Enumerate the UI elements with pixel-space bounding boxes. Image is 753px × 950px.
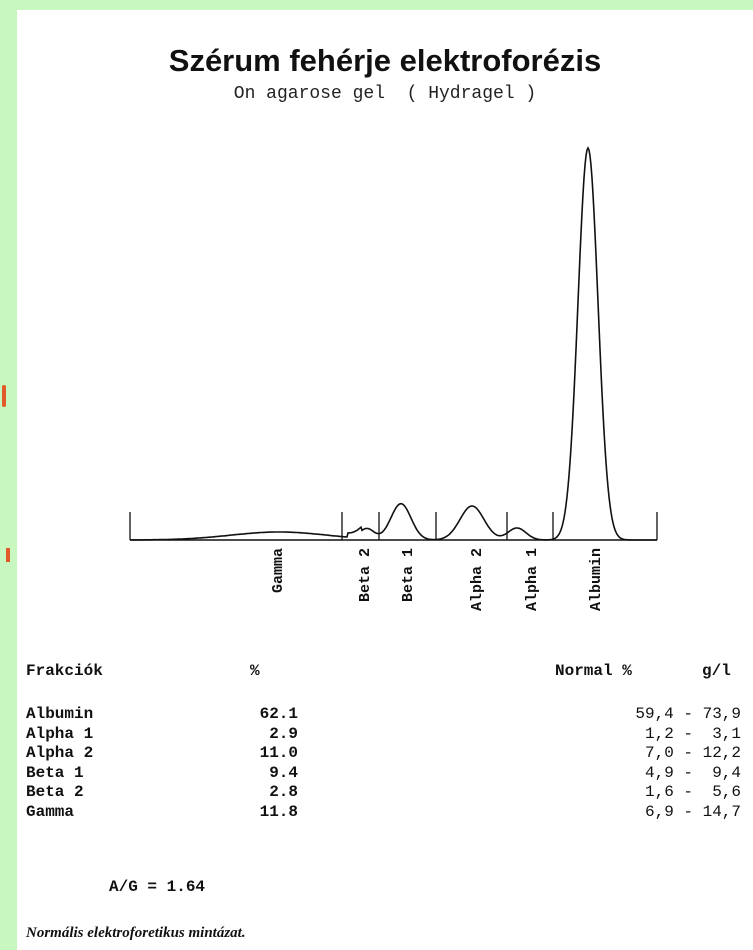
report-page: Szérum fehérje elektroforézis On agarose… <box>17 10 753 950</box>
normal-range: 1,6 - 5,6 <box>644 783 741 801</box>
electrophoresis-chart: Gamma Beta 2 Beta 1 Alpha 2 Alpha 1 Albumin <box>129 146 658 611</box>
fraction-percent: 11.0 <box>259 744 298 762</box>
fraction-name: Beta 2 <box>26 783 84 801</box>
side-marker-bottom <box>6 548 10 562</box>
normal-range: 6,9 - 14,7 <box>644 802 741 821</box>
col-header-fraction: Frakciók <box>26 662 103 680</box>
fraction-name: Alpha 2 <box>26 744 94 762</box>
normal-range: 4,9 - 9,4 <box>644 763 741 782</box>
table-row: Alpha 1 2.9 <box>26 725 298 745</box>
fraction-name: Albumin <box>26 705 94 723</box>
table-row: Alpha 2 11.0 <box>26 744 298 764</box>
fraction-label: Albumin <box>588 548 605 611</box>
col-header-gl: g/l <box>702 662 731 680</box>
col-header-percent: % <box>250 662 260 680</box>
table-row: Albumin 62.1 <box>26 705 298 725</box>
ag-ratio: A/G = 1.64 <box>109 878 206 896</box>
footer-note: Normális elektroforetikus mintázat. <box>26 925 246 941</box>
fraction-percent: 9.4 <box>269 763 298 782</box>
densitometry-curve <box>130 146 657 541</box>
fraction-label: Alpha 2 <box>469 548 486 611</box>
normal-range: 7,0 - 12,2 <box>644 744 741 762</box>
normal-range: 59,4 - 73,9 <box>635 705 741 723</box>
table-row: Beta 2 2.8 <box>26 783 298 803</box>
fraction-name: Alpha 1 <box>26 724 94 743</box>
fraction-label: Alpha 1 <box>524 548 541 611</box>
table-row: Beta 1 9.4 <box>26 764 298 784</box>
fraction-percent: 2.9 <box>269 724 298 743</box>
side-marker-top <box>2 385 6 407</box>
fraction-label: Beta 1 <box>400 548 417 602</box>
fraction-percent: 2.8 <box>269 783 298 801</box>
table-row: Gamma 11.8 <box>26 803 298 823</box>
fraction-name: Gamma <box>26 802 75 821</box>
chart-subtitle: On agarose gel ( Hydragel ) <box>233 84 537 104</box>
normal-range: 1,2 - 3,1 <box>644 724 741 743</box>
fraction-label: Gamma <box>270 548 287 593</box>
fraction-label: Beta 2 <box>357 548 374 602</box>
fraction-percent: 62.1 <box>259 705 298 723</box>
fraction-percent: 11.8 <box>259 802 298 821</box>
col-header-normal: Normal % <box>555 662 632 680</box>
fraction-name: Beta 1 <box>26 763 84 782</box>
chart-title: Szérum fehérje elektroforézis <box>168 43 602 78</box>
